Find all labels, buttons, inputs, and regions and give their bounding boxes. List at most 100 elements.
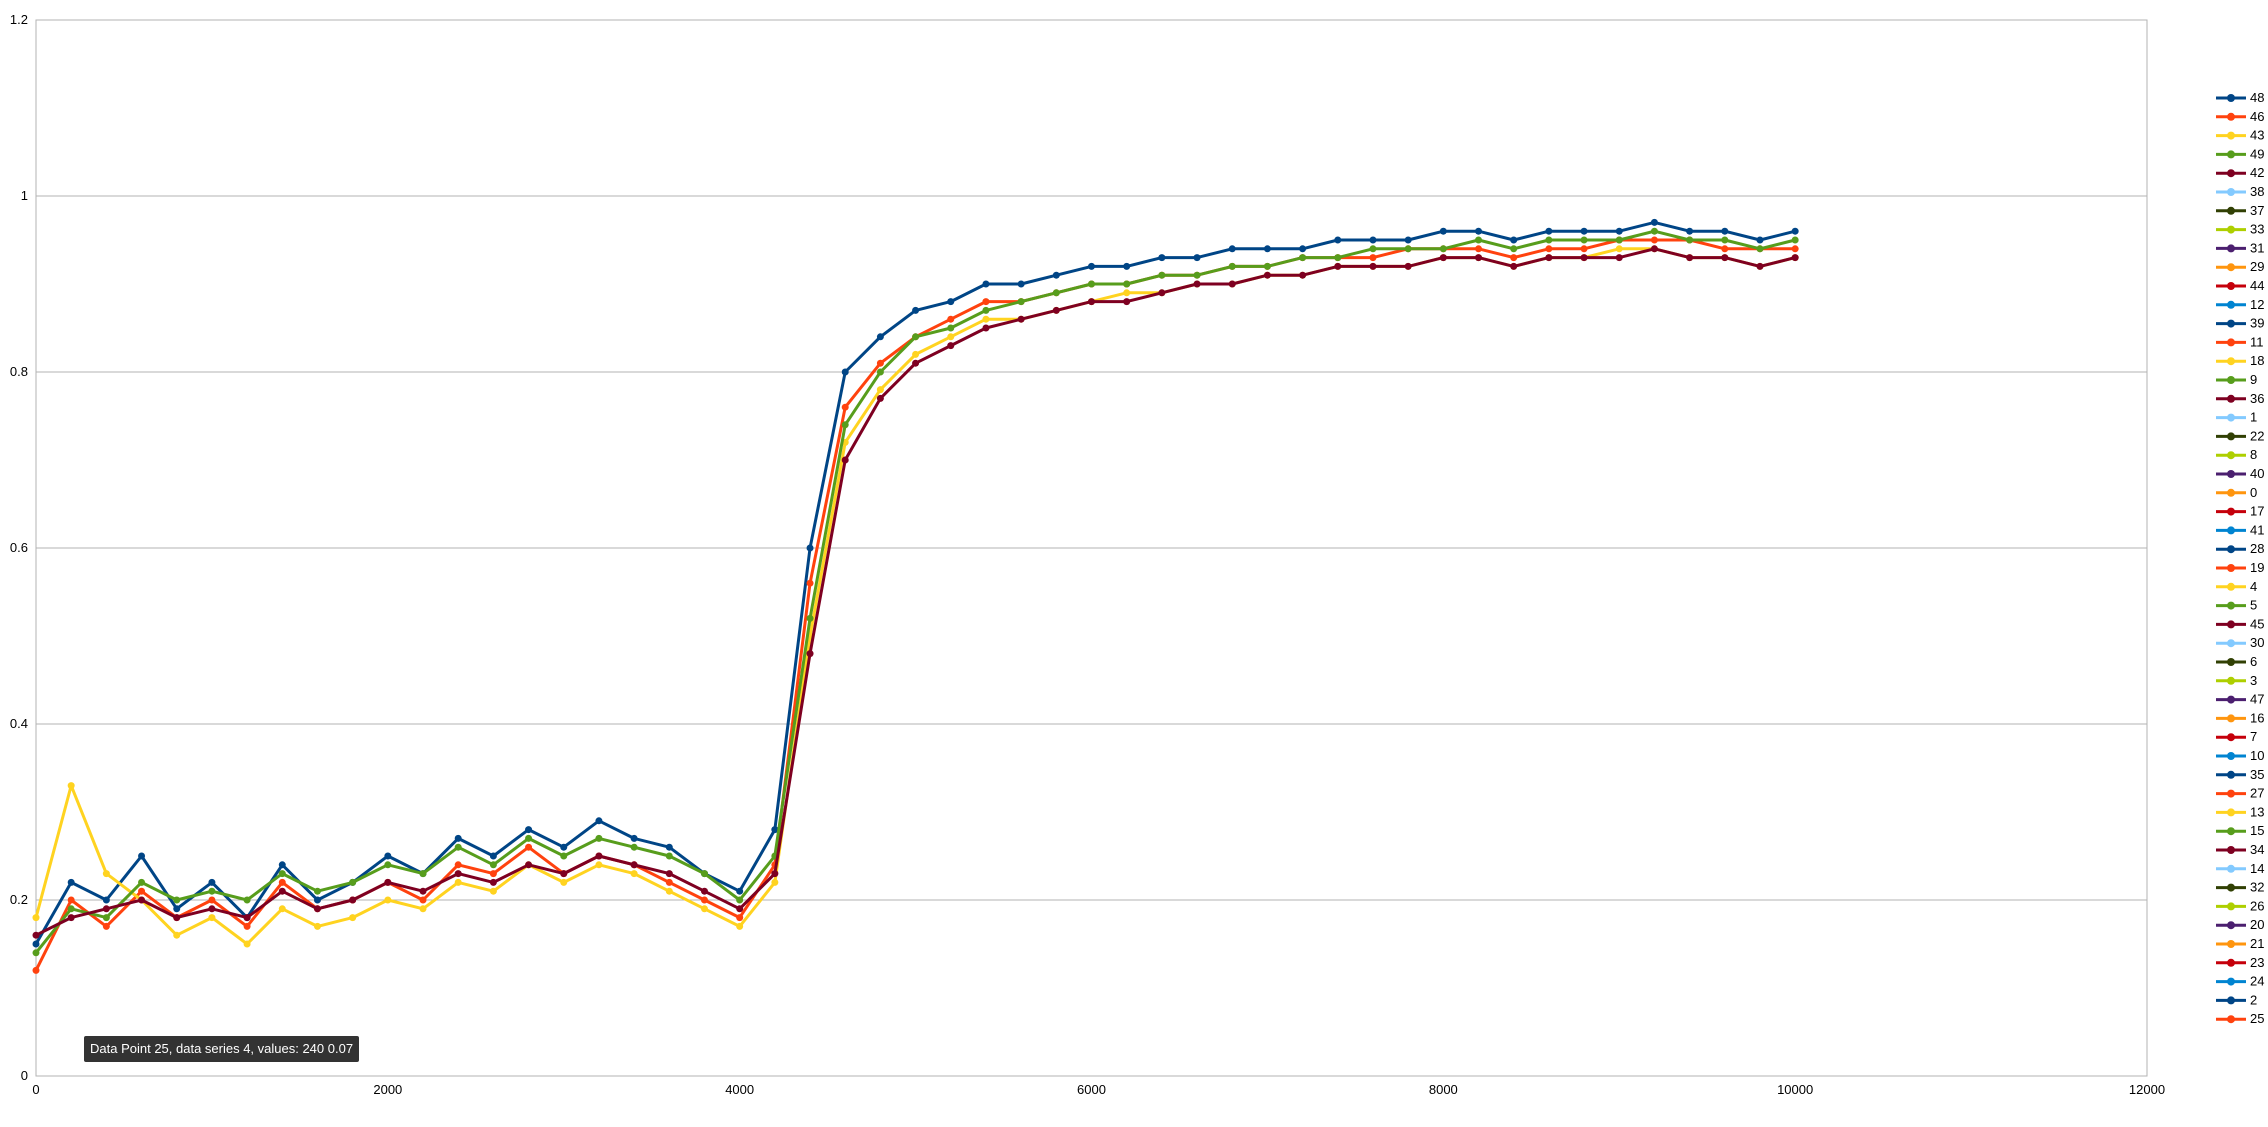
- data-point: [243, 922, 251, 930]
- data-point: [384, 878, 392, 886]
- data-point: [1404, 262, 1412, 270]
- legend-item-3: 3: [2216, 673, 2257, 688]
- data-point: [489, 852, 497, 860]
- legend-item-32: 32: [2216, 880, 2264, 895]
- data-point: [419, 896, 427, 904]
- data-point: [947, 324, 955, 332]
- legend-item-34: 34: [2216, 842, 2264, 857]
- y-tick-label: 1.2: [10, 12, 28, 27]
- legend-item-22: 22: [2216, 428, 2264, 443]
- data-point: [630, 861, 638, 869]
- data-point: [1650, 245, 1658, 253]
- data-point: [595, 817, 603, 825]
- data-point: [1475, 245, 1483, 253]
- data-point: [1545, 227, 1553, 235]
- legend-item-26: 26: [2216, 898, 2264, 913]
- legend-marker: [2227, 394, 2235, 403]
- legend-item-42: 42: [2216, 165, 2264, 180]
- x-tick-label: 2000: [373, 1082, 402, 1097]
- legend-label: 32: [2250, 880, 2264, 895]
- legend-label: 39: [2250, 316, 2264, 331]
- data-point: [67, 914, 75, 922]
- data-point: [1756, 245, 1764, 253]
- data-point: [1017, 298, 1025, 306]
- data-point: [454, 834, 462, 842]
- legend-marker: [2227, 827, 2235, 836]
- data-point: [1439, 254, 1447, 262]
- data-point: [278, 905, 286, 913]
- data-point: [67, 905, 75, 913]
- data-point: [1510, 254, 1518, 262]
- data-point: [173, 905, 181, 913]
- legend-item-20: 20: [2216, 917, 2264, 932]
- legend-label: 30: [2250, 635, 2264, 650]
- legend-item-23: 23: [2216, 955, 2264, 970]
- data-point: [700, 870, 708, 878]
- data-point: [1158, 289, 1166, 297]
- legend-marker: [2227, 658, 2235, 666]
- data-point: [912, 350, 920, 358]
- y-tick-label: 0.8: [10, 364, 28, 379]
- data-point: [630, 834, 638, 842]
- legend-item-45: 45: [2216, 616, 2264, 631]
- legend-label: 13: [2250, 804, 2264, 819]
- legend-label: 9: [2250, 372, 2257, 387]
- legend-label: 10: [2250, 748, 2264, 763]
- data-point: [1052, 271, 1060, 279]
- legend-marker: [2227, 977, 2235, 986]
- data-point: [1017, 315, 1025, 323]
- legend-item-18: 18: [2216, 353, 2264, 368]
- legend-item-11: 11: [2216, 334, 2264, 349]
- data-point: [1369, 245, 1377, 253]
- data-point: [665, 870, 673, 878]
- data-point: [1088, 262, 1095, 270]
- legend: 4846434942383733312944123911189361228400…: [2216, 90, 2264, 1026]
- legend-item-27: 27: [2216, 786, 2264, 801]
- data-point: [1791, 227, 1799, 235]
- data-point: [454, 843, 462, 851]
- data-point: [947, 342, 955, 350]
- data-point: [349, 896, 357, 904]
- data-point: [876, 359, 884, 367]
- legend-item-28: 28: [2216, 541, 2264, 556]
- data-point: [243, 940, 251, 948]
- data-point: [419, 887, 427, 895]
- data-point: [1369, 236, 1377, 244]
- legend-item-41: 41: [2216, 522, 2264, 537]
- data-point: [630, 870, 638, 878]
- data-point: [736, 914, 744, 922]
- data-point: [876, 386, 884, 394]
- legend-item-46: 46: [2216, 109, 2264, 124]
- data-point: [419, 870, 427, 878]
- data-point: [102, 922, 110, 930]
- legend-label: 12: [2250, 297, 2264, 312]
- legend-item-40: 40: [2216, 466, 2264, 481]
- data-point: [525, 834, 533, 842]
- legend-item-1: 1: [2216, 410, 2257, 425]
- data-point: [912, 359, 920, 367]
- data-point: [1228, 262, 1236, 270]
- data-point: [32, 914, 40, 922]
- legend-marker: [2227, 282, 2235, 290]
- data-point: [841, 368, 849, 376]
- data-point: [806, 614, 814, 622]
- legend-item-21: 21: [2216, 936, 2264, 951]
- legend-marker: [2227, 620, 2235, 629]
- legend-label: 3: [2250, 673, 2257, 688]
- data-point: [560, 843, 568, 851]
- legend-label: 22: [2250, 428, 2264, 443]
- legend-marker: [2227, 695, 2235, 704]
- legend-item-36: 36: [2216, 391, 2264, 406]
- data-point: [700, 887, 708, 895]
- data-point: [841, 421, 849, 429]
- legend-label: 40: [2250, 466, 2264, 481]
- data-point: [454, 861, 462, 869]
- y-tick-label: 0.6: [10, 540, 28, 555]
- legend-item-4: 4: [2216, 579, 2257, 594]
- legend-label: 16: [2250, 710, 2264, 725]
- data-point: [841, 403, 849, 411]
- data-point: [67, 878, 75, 886]
- legend-label: 19: [2250, 560, 2264, 575]
- data-point: [1545, 245, 1553, 253]
